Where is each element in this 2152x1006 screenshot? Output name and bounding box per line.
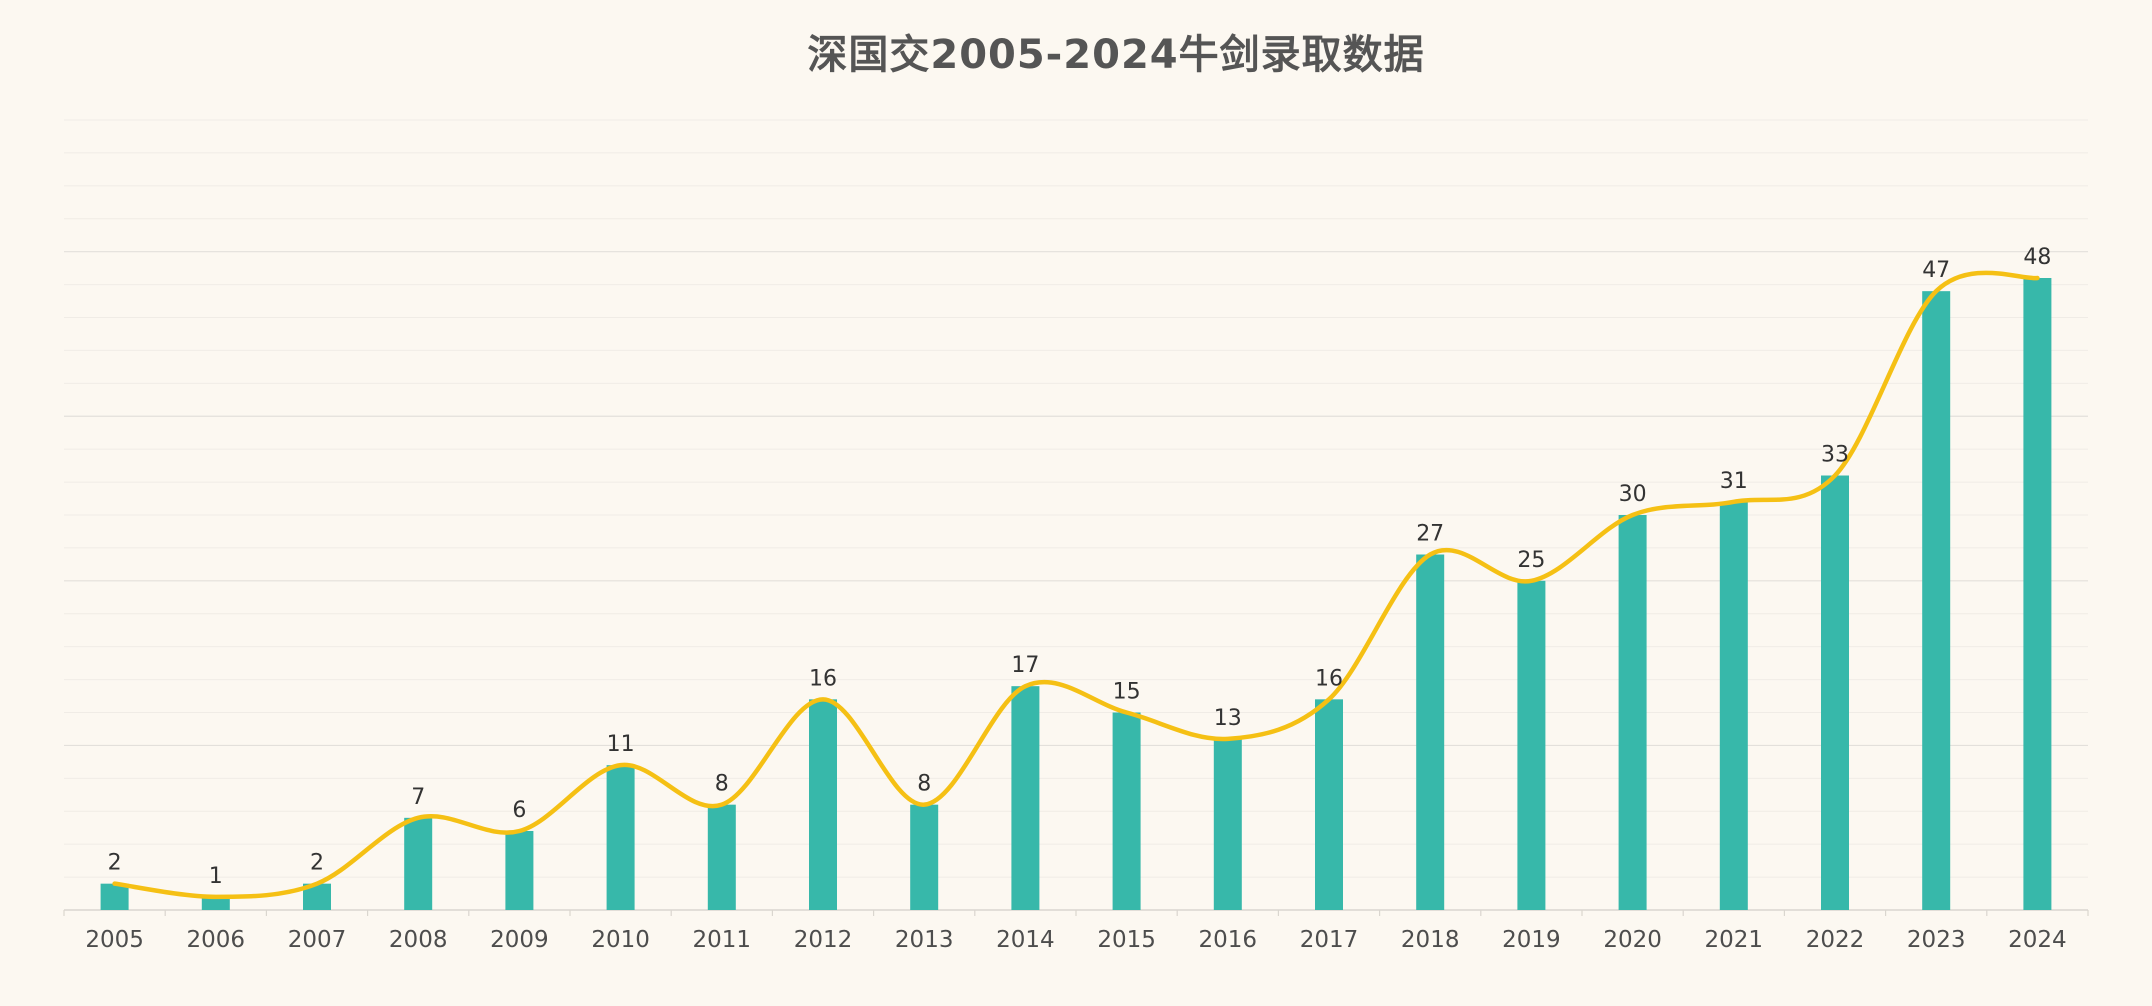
bar-2023 <box>1922 291 1951 911</box>
data-label-2014: 17 <box>1011 653 1039 678</box>
data-label-2023: 47 <box>1922 258 1950 283</box>
bar-2011 <box>707 804 736 910</box>
bar-2024 <box>2023 278 2052 910</box>
data-label-2013: 8 <box>917 772 931 797</box>
data-label-2009: 6 <box>512 798 526 823</box>
bar-2010 <box>606 765 635 910</box>
data-label-2019: 25 <box>1517 548 1545 573</box>
x-tick-label-2011: 2011 <box>693 927 752 953</box>
x-tick-label-2016: 2016 <box>1199 927 1258 953</box>
x-tick-label-2018: 2018 <box>1401 927 1460 953</box>
x-tick-label-2022: 2022 <box>1806 927 1865 953</box>
x-tick-label-2012: 2012 <box>794 927 853 953</box>
data-label-2011: 8 <box>715 772 729 797</box>
bar-2015 <box>1112 712 1141 910</box>
x-tick-label-2015: 2015 <box>1097 927 1156 953</box>
x-tick-label-2013: 2013 <box>895 927 954 953</box>
data-label-2005: 2 <box>108 851 122 876</box>
bar-2018 <box>1416 554 1445 910</box>
data-label-2021: 31 <box>1720 469 1748 494</box>
bar-series <box>100 278 2052 911</box>
data-label-2015: 15 <box>1113 680 1141 705</box>
data-label-2008: 7 <box>411 785 425 810</box>
bar-2021 <box>1719 501 1748 910</box>
data-label-2010: 11 <box>607 732 635 757</box>
x-tick-label-2008: 2008 <box>389 927 448 953</box>
bar-2013 <box>910 804 939 910</box>
x-tick-label-2023: 2023 <box>1907 927 1966 953</box>
data-label-2024: 48 <box>2023 245 2051 270</box>
bar-2008 <box>404 817 433 910</box>
bar-2020 <box>1618 515 1647 910</box>
data-label-2022: 33 <box>1821 443 1849 468</box>
data-label-2016: 13 <box>1214 706 1242 731</box>
x-tick-label-2020: 2020 <box>1603 927 1662 953</box>
bar-2005 <box>100 883 129 910</box>
bar-2012 <box>809 699 837 910</box>
x-tick-label-2019: 2019 <box>1502 927 1561 953</box>
x-tick-label-2024: 2024 <box>2008 927 2067 953</box>
x-tick-label-2014: 2014 <box>996 927 1055 953</box>
x-axis-labels: 2005 2006 2007 2008 2009 2010 2011 2012 2013 2014… <box>85 927 2066 953</box>
data-label-2006: 1 <box>209 864 223 889</box>
data-label-2018: 27 <box>1416 522 1444 547</box>
x-tick-label-2006: 2006 <box>187 927 246 953</box>
bar-2016 <box>1213 738 1242 910</box>
data-label-2020: 30 <box>1619 482 1647 507</box>
x-tick-label-2009: 2009 <box>490 927 549 953</box>
x-tick-label-2021: 2021 <box>1705 927 1764 953</box>
line-series <box>112 270 2040 900</box>
x-tick-label-2017: 2017 <box>1300 927 1359 953</box>
data-label-2017: 16 <box>1315 666 1343 691</box>
bar-2014 <box>1011 686 1040 910</box>
bar-2022 <box>1821 475 1849 910</box>
x-tick-label-2005: 2005 <box>85 927 144 953</box>
chart-title: 深国交2005-2024牛剑录取数据 <box>807 32 1425 78</box>
data-label-2012: 16 <box>809 666 837 691</box>
bar-2017 <box>1315 699 1343 910</box>
data-label-2007: 2 <box>310 851 324 876</box>
bar-2009 <box>505 831 534 910</box>
x-tick-label-2007: 2007 <box>288 927 347 953</box>
bar-2019 <box>1517 580 1546 910</box>
x-tick-label-2010: 2010 <box>591 927 650 953</box>
x-axis-ticks <box>63 910 2089 916</box>
grid-lines <box>64 119 2088 878</box>
bar-2006 <box>201 896 230 910</box>
